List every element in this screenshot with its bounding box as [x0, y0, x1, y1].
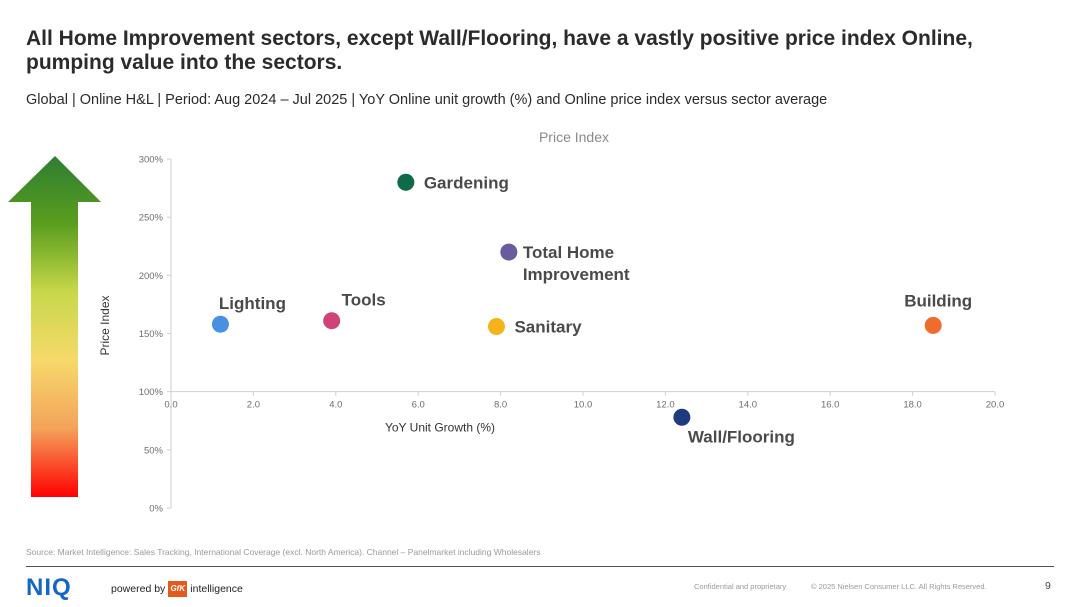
- source-note: Source: Market Intelligence: Sales Track…: [26, 547, 541, 557]
- point-label-gardening: Gardening: [424, 173, 509, 192]
- niq-logo: NIQ: [26, 574, 72, 601]
- x-tick-label: 16.0: [821, 400, 840, 411]
- point-label-building: Building: [904, 291, 972, 310]
- point-lighting: [211, 315, 229, 333]
- gfk-logo: GfK: [168, 581, 188, 597]
- footer-divider: [26, 566, 1054, 567]
- chart-title: Price Index: [539, 129, 609, 145]
- slide-subtitle: Global | Online H&L | Period: Aug 2024 –…: [26, 92, 828, 108]
- y-tick-label: 200%: [139, 271, 164, 282]
- page-number: 9: [1045, 580, 1051, 592]
- intelligence-text: intelligence: [190, 583, 243, 595]
- point-label-wall-flooring: Wall/Flooring: [688, 427, 795, 446]
- point-label-tools: Tools: [342, 291, 386, 310]
- powered-by-text: powered by: [111, 583, 166, 595]
- point-wall-flooring: [673, 408, 691, 426]
- price-direction-arrow: [8, 156, 101, 497]
- x-tick-label: 14.0: [739, 400, 758, 411]
- point-label-total-home-improvement: Total Home Improvement: [523, 243, 630, 284]
- point-building: [924, 316, 942, 334]
- y-tick-label: 50%: [144, 445, 164, 456]
- point-label-sanitary: Sanitary: [514, 318, 582, 337]
- x-axis-label: YoY Unit Growth (%): [385, 421, 495, 435]
- y-axis-label: Price Index: [98, 295, 112, 355]
- x-tick-label: 2.0: [247, 400, 260, 411]
- y-tick-label: 250%: [139, 213, 164, 224]
- x-tick-label: 12.0: [656, 400, 675, 411]
- slide-title: All Home Improvement sectors, except Wal…: [26, 27, 973, 74]
- x-tick-label: 10.0: [574, 400, 593, 411]
- confidential-note: Confidential and proprietary: [694, 582, 787, 591]
- y-tick-label: 300%: [139, 155, 164, 166]
- point-total-home-improvement: [500, 243, 518, 261]
- y-tick-label: 0%: [149, 504, 163, 515]
- point-label-lighting: Lighting: [219, 294, 286, 313]
- y-tick-label: 150%: [139, 329, 164, 340]
- x-tick-label: 4.0: [329, 400, 342, 411]
- y-tick-label: 100%: [139, 387, 164, 398]
- x-tick-label: 18.0: [903, 400, 922, 411]
- x-tick-label: 8.0: [494, 400, 507, 411]
- powered-by-gfk: powered by GfK intelligence: [111, 581, 243, 597]
- point-tools: [323, 312, 341, 330]
- x-tick-label: 20.0: [986, 400, 1005, 411]
- copyright-note: © 2025 Nielsen Consumer LLC. All Rights …: [811, 582, 987, 591]
- point-gardening: [397, 173, 415, 191]
- x-tick-label: 6.0: [412, 400, 425, 411]
- point-sanitary: [487, 318, 505, 336]
- x-tick-label: 0.0: [164, 400, 177, 411]
